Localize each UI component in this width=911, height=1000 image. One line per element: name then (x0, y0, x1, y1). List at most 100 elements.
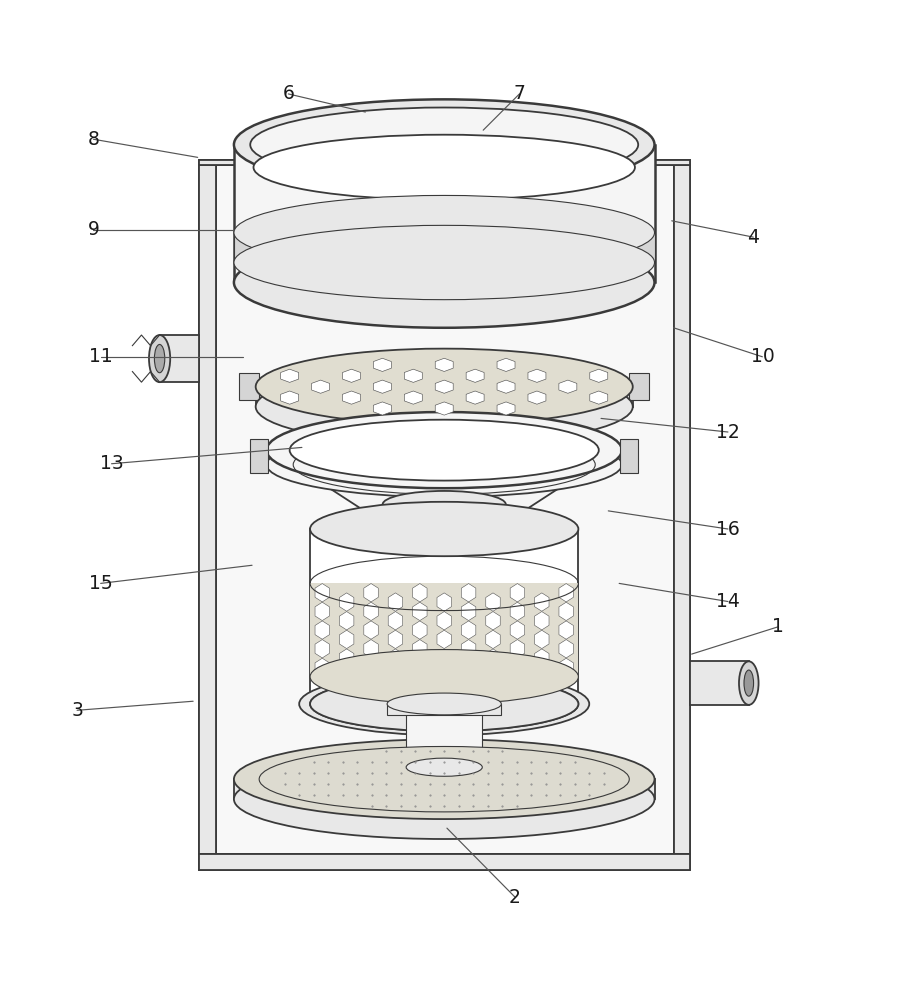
Ellipse shape (310, 650, 578, 704)
Polygon shape (405, 704, 482, 767)
Polygon shape (558, 658, 573, 677)
Ellipse shape (310, 677, 578, 731)
Polygon shape (339, 593, 353, 611)
Polygon shape (159, 335, 200, 382)
Polygon shape (388, 593, 403, 611)
Text: 2: 2 (508, 888, 520, 907)
Polygon shape (509, 602, 524, 621)
Text: 6: 6 (282, 84, 294, 103)
Polygon shape (436, 593, 451, 611)
Text: 15: 15 (88, 574, 112, 593)
Ellipse shape (386, 693, 501, 715)
Text: 7: 7 (513, 84, 525, 103)
Polygon shape (527, 391, 546, 404)
Polygon shape (314, 584, 329, 602)
Ellipse shape (233, 99, 654, 190)
Ellipse shape (405, 695, 482, 713)
Polygon shape (363, 658, 378, 677)
Polygon shape (412, 584, 426, 602)
Ellipse shape (154, 344, 165, 373)
Text: 4: 4 (746, 228, 759, 247)
Polygon shape (412, 658, 426, 677)
Polygon shape (314, 602, 329, 621)
Polygon shape (461, 602, 476, 621)
Ellipse shape (310, 502, 578, 556)
Ellipse shape (250, 108, 638, 182)
Polygon shape (310, 529, 578, 704)
Polygon shape (558, 602, 573, 621)
Polygon shape (486, 649, 499, 667)
Polygon shape (466, 369, 484, 382)
Polygon shape (373, 402, 391, 415)
Polygon shape (496, 402, 515, 415)
Polygon shape (534, 593, 548, 611)
Polygon shape (436, 649, 451, 667)
Polygon shape (619, 439, 638, 473)
Ellipse shape (233, 195, 654, 270)
Polygon shape (412, 602, 426, 621)
Ellipse shape (266, 412, 621, 488)
Text: 8: 8 (87, 130, 99, 149)
Polygon shape (233, 779, 654, 799)
Polygon shape (292, 465, 595, 523)
Ellipse shape (382, 515, 506, 543)
Polygon shape (216, 165, 673, 854)
Text: 9: 9 (87, 220, 99, 239)
Polygon shape (558, 584, 573, 602)
Polygon shape (388, 612, 403, 630)
Polygon shape (589, 369, 607, 382)
Polygon shape (486, 593, 499, 611)
Polygon shape (281, 369, 298, 382)
Polygon shape (589, 391, 607, 404)
Polygon shape (558, 380, 576, 393)
Polygon shape (486, 630, 499, 649)
Text: 13: 13 (99, 454, 123, 473)
Polygon shape (461, 584, 476, 602)
Text: 11: 11 (88, 347, 112, 366)
Ellipse shape (310, 677, 578, 731)
Text: 10: 10 (750, 347, 773, 366)
Ellipse shape (290, 420, 599, 481)
Polygon shape (412, 621, 426, 639)
Polygon shape (509, 621, 524, 639)
Ellipse shape (743, 670, 752, 696)
Ellipse shape (148, 335, 170, 382)
Polygon shape (250, 439, 268, 473)
Polygon shape (312, 380, 329, 393)
Ellipse shape (299, 673, 589, 735)
Text: 14: 14 (715, 592, 739, 611)
Polygon shape (509, 658, 524, 677)
Polygon shape (461, 640, 476, 658)
Polygon shape (486, 612, 499, 630)
Text: 16: 16 (715, 520, 739, 539)
Polygon shape (382, 505, 506, 529)
Polygon shape (673, 165, 689, 854)
Polygon shape (404, 369, 422, 382)
Polygon shape (461, 658, 476, 677)
Polygon shape (558, 640, 573, 658)
Ellipse shape (266, 432, 621, 497)
Polygon shape (314, 621, 329, 639)
Polygon shape (412, 640, 426, 658)
Polygon shape (629, 373, 649, 400)
Polygon shape (534, 612, 548, 630)
Polygon shape (435, 402, 453, 415)
Polygon shape (435, 358, 453, 371)
Polygon shape (509, 584, 524, 602)
Ellipse shape (382, 491, 506, 518)
Polygon shape (496, 380, 515, 393)
Ellipse shape (233, 759, 654, 839)
Polygon shape (388, 649, 403, 667)
Polygon shape (281, 391, 298, 404)
Polygon shape (255, 387, 632, 407)
Polygon shape (404, 391, 422, 404)
Ellipse shape (738, 661, 758, 705)
Polygon shape (373, 380, 391, 393)
Polygon shape (363, 584, 378, 602)
Polygon shape (339, 612, 353, 630)
Polygon shape (200, 160, 689, 870)
Ellipse shape (255, 369, 632, 445)
Polygon shape (363, 640, 378, 658)
Polygon shape (534, 649, 548, 667)
Polygon shape (239, 373, 259, 400)
